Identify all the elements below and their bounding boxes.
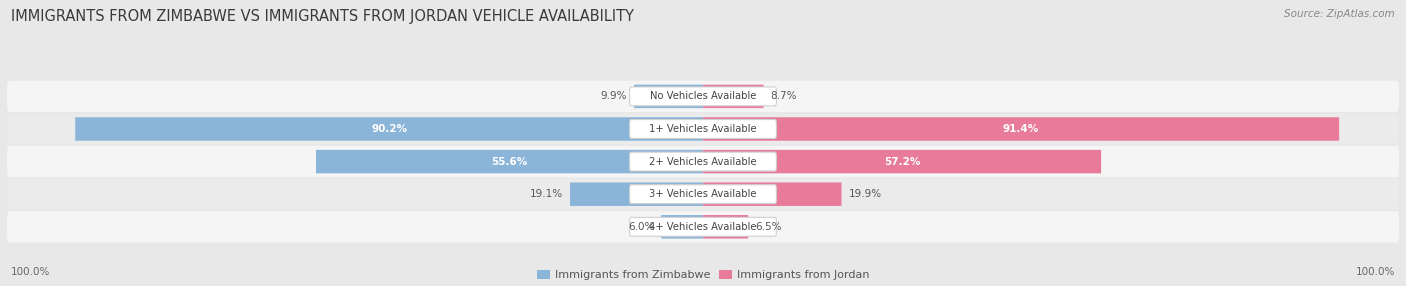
Text: 1+ Vehicles Available: 1+ Vehicles Available bbox=[650, 124, 756, 134]
Text: 8.7%: 8.7% bbox=[770, 92, 797, 101]
FancyBboxPatch shape bbox=[630, 87, 776, 106]
FancyBboxPatch shape bbox=[7, 113, 1399, 145]
FancyBboxPatch shape bbox=[703, 85, 763, 108]
Text: 90.2%: 90.2% bbox=[371, 124, 408, 134]
Text: 100.0%: 100.0% bbox=[11, 267, 51, 277]
Text: Source: ZipAtlas.com: Source: ZipAtlas.com bbox=[1284, 9, 1395, 19]
Text: IMMIGRANTS FROM ZIMBABWE VS IMMIGRANTS FROM JORDAN VEHICLE AVAILABILITY: IMMIGRANTS FROM ZIMBABWE VS IMMIGRANTS F… bbox=[11, 9, 634, 23]
FancyBboxPatch shape bbox=[703, 182, 842, 206]
FancyBboxPatch shape bbox=[630, 185, 776, 204]
FancyBboxPatch shape bbox=[630, 217, 776, 236]
FancyBboxPatch shape bbox=[7, 211, 1399, 243]
Text: 9.9%: 9.9% bbox=[600, 92, 627, 101]
FancyBboxPatch shape bbox=[661, 215, 703, 239]
Text: 3+ Vehicles Available: 3+ Vehicles Available bbox=[650, 189, 756, 199]
Legend: Immigrants from Zimbabwe, Immigrants from Jordan: Immigrants from Zimbabwe, Immigrants fro… bbox=[537, 270, 869, 281]
Text: 91.4%: 91.4% bbox=[1002, 124, 1039, 134]
Text: 19.1%: 19.1% bbox=[530, 189, 564, 199]
Text: 100.0%: 100.0% bbox=[1355, 267, 1395, 277]
Text: 6.0%: 6.0% bbox=[628, 222, 654, 232]
FancyBboxPatch shape bbox=[7, 81, 1399, 112]
Text: 2+ Vehicles Available: 2+ Vehicles Available bbox=[650, 157, 756, 166]
FancyBboxPatch shape bbox=[634, 85, 703, 108]
FancyBboxPatch shape bbox=[703, 215, 748, 239]
FancyBboxPatch shape bbox=[7, 178, 1399, 210]
FancyBboxPatch shape bbox=[703, 117, 1339, 141]
Text: 6.5%: 6.5% bbox=[755, 222, 782, 232]
FancyBboxPatch shape bbox=[703, 150, 1101, 173]
Text: 57.2%: 57.2% bbox=[884, 157, 921, 166]
FancyBboxPatch shape bbox=[569, 182, 703, 206]
Text: 4+ Vehicles Available: 4+ Vehicles Available bbox=[650, 222, 756, 232]
FancyBboxPatch shape bbox=[316, 150, 703, 173]
FancyBboxPatch shape bbox=[7, 146, 1399, 177]
Text: 19.9%: 19.9% bbox=[848, 189, 882, 199]
FancyBboxPatch shape bbox=[76, 117, 703, 141]
Text: No Vehicles Available: No Vehicles Available bbox=[650, 92, 756, 101]
FancyBboxPatch shape bbox=[630, 120, 776, 138]
FancyBboxPatch shape bbox=[630, 152, 776, 171]
Text: 55.6%: 55.6% bbox=[491, 157, 527, 166]
